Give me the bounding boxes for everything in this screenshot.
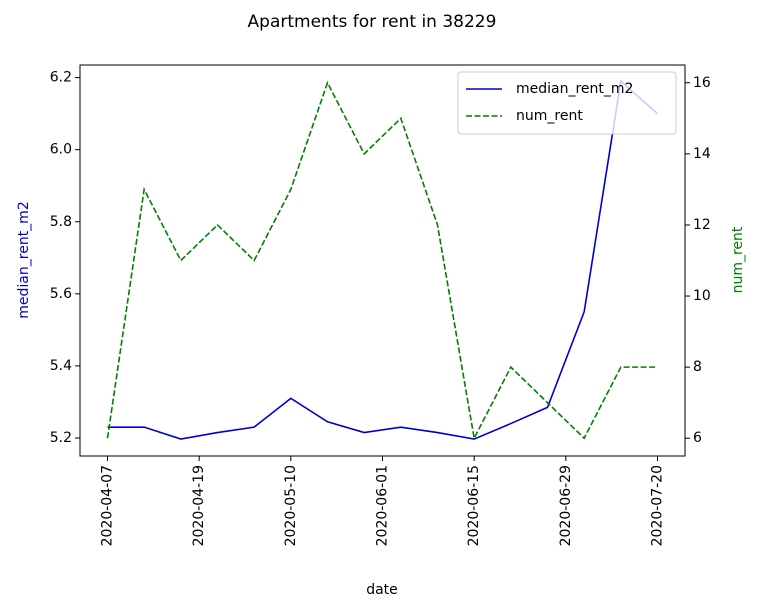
y2-tick-label: 14 xyxy=(693,146,711,162)
y2-tick-label: 12 xyxy=(693,217,711,233)
y-tick-label: 5.6 xyxy=(50,286,72,302)
y-tick-label: 5.8 xyxy=(50,214,72,230)
x-tick-label: 2020-06-29 xyxy=(558,465,574,546)
y-tick-label: 6.2 xyxy=(50,70,72,86)
x-tick-label: 2020-07-20 xyxy=(650,465,666,546)
x-axis-label: date xyxy=(366,582,398,598)
x-tick-label: 2020-04-19 xyxy=(191,465,207,546)
x-tick-label: 2020-06-15 xyxy=(466,465,482,546)
chart-title: Apartments for rent in 38229 xyxy=(248,12,497,32)
y-axis-label: median_rent_m2 xyxy=(16,201,32,318)
y2-axis-label: num_rent xyxy=(730,226,746,293)
legend-label: num_rent xyxy=(516,108,583,124)
y2-tick-label: 10 xyxy=(693,288,711,304)
x-tick-label: 2020-04-07 xyxy=(100,465,116,546)
y-tick-label: 6.0 xyxy=(50,142,72,158)
y-tick-label: 5.2 xyxy=(50,430,72,446)
plot-frame xyxy=(79,64,686,457)
x-tick-label: 2020-05-10 xyxy=(283,465,299,546)
legend-label: median_rent_m2 xyxy=(516,81,633,97)
y2-tick-label: 6 xyxy=(693,430,702,446)
x-tick-label: 2020-06-01 xyxy=(375,465,391,546)
legend: median_rent_m2 num_rent xyxy=(457,71,677,135)
legend-box xyxy=(457,71,677,135)
y2-tick-label: 8 xyxy=(693,359,702,375)
y-tick-label: 5.4 xyxy=(50,358,72,374)
series-line xyxy=(107,79,659,440)
y2-tick-label: 16 xyxy=(693,75,711,91)
series-line xyxy=(106,80,658,441)
